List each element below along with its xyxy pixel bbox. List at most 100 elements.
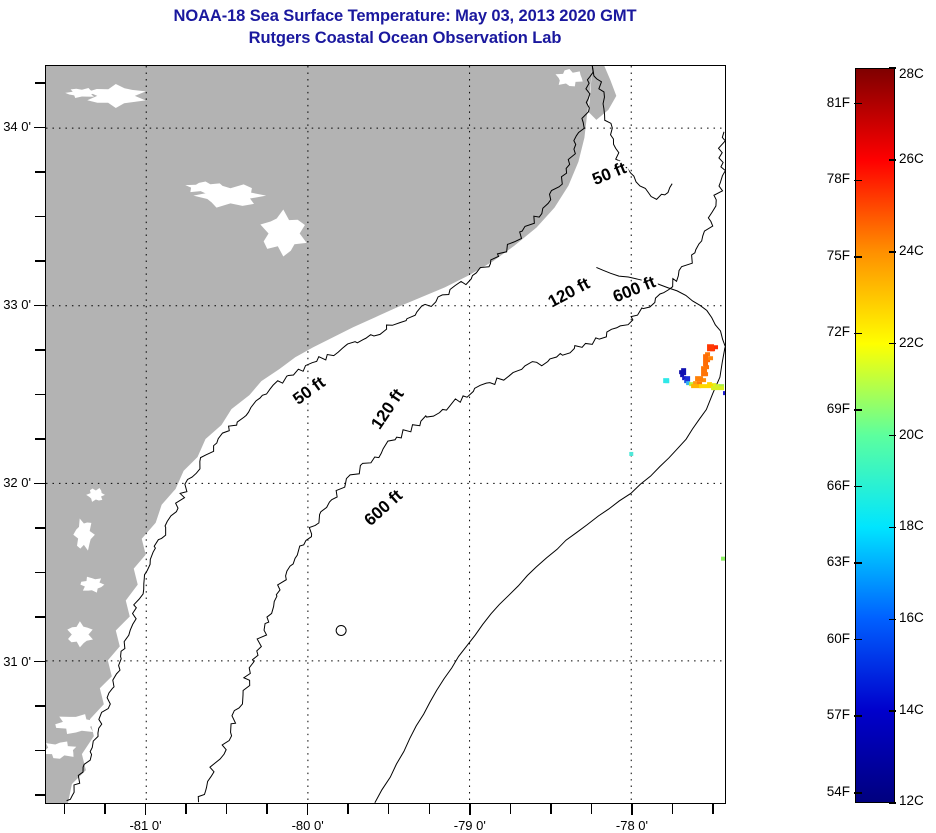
x-tick-minor (671, 804, 674, 814)
colorbar-tick-f (854, 409, 862, 411)
cloud-patch (73, 518, 95, 551)
colorbar-tick-f (854, 332, 862, 335)
cloud-patch (46, 741, 77, 759)
x-tick-minor (104, 804, 106, 814)
x-tick-minor (63, 804, 66, 814)
colorbar-tick-f (854, 792, 862, 794)
sst-pixel (711, 383, 717, 388)
colorbar-tick-f (854, 638, 862, 641)
colorbar-label-fahrenheit: 72F (826, 324, 850, 340)
x-tick-major (631, 804, 633, 815)
sst-pixel (685, 376, 691, 382)
colorbar-tick-f (854, 485, 862, 488)
sst-pixel (686, 381, 691, 386)
colorbar-label-fahrenheit: 66F (826, 477, 850, 493)
x-tick-major (469, 804, 471, 815)
sst-pixel (629, 451, 634, 456)
x-tick-minor (347, 804, 349, 814)
colorbar-label-celsius: 16C (899, 610, 924, 626)
contour-loop (335, 624, 347, 636)
colorbar-label-celsius: 28C (899, 66, 924, 81)
colorbar-tick-c (889, 526, 896, 529)
colorbar-label-celsius: 20C (899, 426, 924, 442)
contour-label: 50 ft (289, 373, 329, 409)
contour-120ft (197, 131, 725, 803)
y-tick-minor (35, 393, 45, 396)
colorbar-label-celsius: 12C (899, 793, 924, 808)
y-axis-label: 33 0' (3, 297, 31, 313)
cloud-patch (185, 181, 226, 194)
x-axis-label: -78 0' (615, 818, 649, 833)
x-tick-minor (266, 804, 268, 814)
x-tick-minor (185, 804, 187, 814)
x-axis-label: -81 0' (129, 818, 162, 833)
y-tick-minor (35, 215, 45, 218)
contour-label: 120 ft (367, 385, 408, 433)
y-tick-minor (35, 527, 45, 529)
cloud-patch (80, 576, 105, 593)
cloud-patch (67, 621, 93, 648)
colorbar: 28C 26C 24C 22C 20C 18C 16C 14C 12C 81F 78F 75F 72F 6… (827, 66, 924, 808)
sst-pixel (711, 386, 725, 391)
contour-label: 50 ft (590, 158, 630, 189)
y-axis-label: 32 0' (3, 475, 31, 491)
contour-50ft (66, 66, 594, 802)
sst-pixel (708, 356, 714, 361)
colorbar-tick-c (889, 618, 896, 620)
x-tick-minor (428, 804, 431, 814)
sst-map[interactable]: 50 ft 50 ft 50 ft 50 ft 120 ft 120 ft 120 ft 12… (45, 65, 726, 804)
sst-data-layer (629, 344, 725, 561)
y-tick-minor (35, 171, 45, 173)
colorbar-tick-c (889, 434, 896, 437)
colorbar-label-fahrenheit: 78F (826, 171, 850, 187)
sst-pixel (703, 354, 709, 367)
colorbar-tick-c (889, 159, 896, 161)
sst-pixel (707, 344, 715, 352)
sst-pixel (691, 384, 702, 389)
sst-pixel (699, 384, 714, 389)
x-tick-major (144, 804, 147, 815)
y-tick-minor (35, 571, 45, 574)
colorbar-label-celsius: 22C (899, 334, 924, 350)
y-axis-label: 31 0' (3, 653, 31, 669)
x-tick-minor (387, 804, 390, 814)
sst-pixel (723, 391, 725, 396)
x-tick-major (306, 804, 309, 815)
colorbar-tick-c (889, 802, 896, 804)
x-tick-minor (550, 804, 552, 814)
y-tick-major (34, 126, 45, 129)
sst-pixel (681, 368, 687, 376)
y-tick-major (34, 482, 45, 485)
y-tick-minor (35, 705, 45, 707)
x-tick-minor (590, 804, 593, 814)
colorbar-label-fahrenheit: 75F (826, 247, 850, 263)
contour-50ft (591, 66, 673, 200)
y-tick-minor (35, 794, 45, 796)
colorbar-tick-c (889, 251, 896, 253)
y-tick-major (34, 304, 45, 307)
sst-pixel (713, 345, 719, 350)
contour-600ft (596, 266, 725, 348)
sst-pixel (701, 366, 708, 377)
x-axis-label: -80 0' (291, 818, 324, 833)
sst-pixel (695, 376, 704, 382)
sst-pixel (721, 556, 725, 561)
contour-label: 120 ft (545, 274, 593, 312)
x-tick-minor (509, 804, 512, 814)
colorbar-label-fahrenheit: 69F (826, 400, 850, 416)
colorbar-label-celsius: 18C (899, 518, 924, 534)
page-subtitle: Rutgers Coastal Ocean Observation Lab (248, 29, 562, 47)
colorbar-label-fahrenheit: 63F (826, 554, 850, 570)
landmass-cape (588, 66, 617, 120)
colorbar-label-celsius: 14C (899, 702, 924, 718)
contour-label: 600 ft (361, 486, 407, 530)
colorbar-label-fahrenheit: 57F (826, 707, 850, 723)
contour-600ft (374, 347, 725, 803)
y-tick-minor (35, 260, 45, 262)
colorbar-label-fahrenheit: 54F (826, 783, 850, 799)
sst-pixel (663, 378, 670, 384)
cloud-patch (86, 488, 105, 502)
colorbar-label-celsius: 26C (899, 150, 924, 166)
colorbar-tick-f (854, 715, 862, 717)
cloud-patch (65, 87, 98, 99)
